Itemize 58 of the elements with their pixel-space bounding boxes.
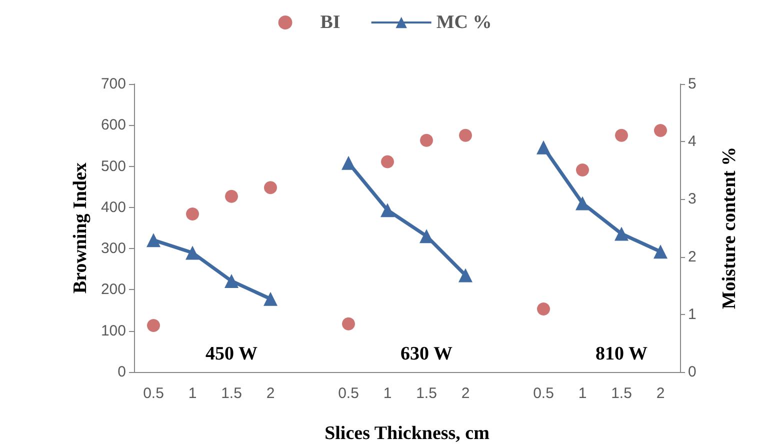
x-tick-label: 1.5 [221,385,242,402]
point [342,317,355,330]
point [459,128,472,142]
annotation: 450 W [206,344,258,364]
annotation: 810 W [596,344,648,364]
point [420,229,434,244]
point [186,208,199,221]
x-tick-label: 0.5 [143,385,164,402]
point [654,244,668,259]
point [458,268,472,282]
legend-label: BI [320,12,340,33]
y-tick-label: 400 [100,198,126,216]
y-tick-label: 200 [100,281,126,298]
x-tick-label: 1 [188,385,197,402]
point [576,163,589,176]
point [537,302,550,316]
legend-label: MC % [436,12,492,33]
point [576,196,590,210]
x-tick-label: 2 [656,385,665,402]
y2-axis-title: Moisture content % [719,146,740,310]
x-tick-label: 2 [266,385,275,402]
y-axis-title: Browning Index [70,162,92,294]
point [147,319,160,332]
y-tick-label: 600 [100,116,126,134]
y-tick-label: 100 [100,322,126,340]
point [654,124,667,137]
point [420,134,433,147]
y-tick-label: 500 [100,158,126,175]
point [380,203,394,218]
y-tick-label: 0 [118,364,126,380]
point [264,292,278,306]
x-tick-label: 2 [461,385,470,402]
point [264,181,277,194]
x-tick-label: 1 [383,385,392,402]
point [614,226,628,241]
y2-tick-label: 0 [688,364,696,380]
point [186,246,200,260]
y2-tick-label: 1 [688,306,696,323]
x-axis-title: Slices Thickness, cm [324,423,490,444]
point [225,190,238,203]
point [381,155,394,168]
x-tick-label: 1.5 [416,385,437,402]
x-tick-label: 0.5 [338,385,359,402]
point [146,233,160,248]
y2-tick-label: 3 [688,190,696,208]
point [536,140,550,154]
y-tick-label: 300 [100,240,126,258]
y2-tick-label: 2 [688,248,696,266]
x-tick-label: 0.5 [533,385,554,402]
x-tick-label: 1 [578,385,587,402]
y-tick-label: 700 [100,76,126,92]
y2-tick-label: 5 [688,76,696,92]
point [342,156,356,170]
point [615,128,628,142]
annotation: 630 W [400,344,452,364]
point [224,274,238,288]
y2-tick-label: 4 [688,133,696,150]
x-tick-label: 1.5 [611,385,632,402]
